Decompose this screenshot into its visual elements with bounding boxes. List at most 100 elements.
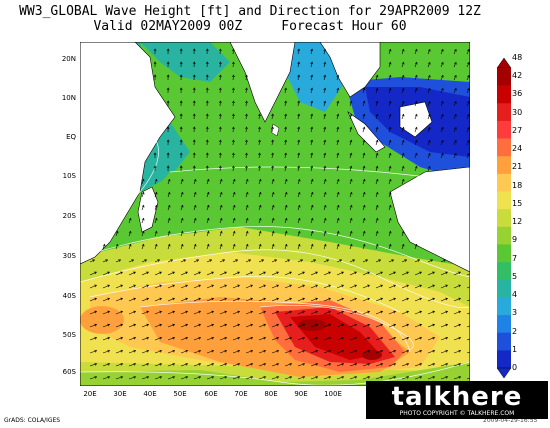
- wave-arrow-head: [120, 271, 123, 275]
- wave-arrow-shaft: [284, 324, 292, 328]
- wave-arrow-shaft: [375, 324, 383, 328]
- wave-arrow-head: [388, 113, 392, 117]
- wave-arrow-head: [432, 362, 436, 366]
- colorbar-swatch: [497, 103, 511, 122]
- wave-arrow-head: [258, 178, 262, 182]
- wave-arrow-head: [362, 204, 366, 208]
- wave-arrow-shaft: [232, 271, 240, 276]
- wave-arrow-head: [323, 230, 327, 234]
- wave-arrow-shaft: [206, 218, 209, 224]
- wave-arrow-head: [219, 204, 223, 208]
- wave-arrow-shaft: [323, 179, 326, 185]
- wave-arrow-head: [401, 243, 405, 247]
- wave-arrow-shaft: [193, 376, 201, 380]
- wave-arrow-shaft: [362, 298, 370, 302]
- wave-arrow-head: [406, 297, 410, 301]
- wave-arrow-shaft: [323, 205, 326, 211]
- wave-arrow-head: [133, 323, 137, 327]
- wave-arrow-shaft: [271, 179, 274, 185]
- wave-arrow-shaft: [349, 153, 352, 159]
- wave-arrow-head: [120, 362, 124, 366]
- wave-arrow-head: [205, 87, 209, 91]
- wave-arrow-shaft: [414, 271, 422, 276]
- wave-arrow-shaft: [466, 338, 470, 341]
- wave-arrow-head: [401, 74, 405, 78]
- wave-arrow-shaft: [297, 231, 300, 237]
- wave-arrow-head: [218, 61, 222, 65]
- wave-arrow-shaft: [232, 244, 235, 250]
- wave-arrow-head: [328, 297, 332, 301]
- wave-arrow-head: [388, 204, 392, 208]
- wave-arrow-head: [297, 61, 301, 65]
- wave-arrow-shaft: [388, 205, 391, 211]
- wave-arrow-head: [419, 362, 423, 366]
- wave-arrow-head: [250, 297, 254, 301]
- wave-arrow-head: [362, 126, 366, 130]
- wave-arrow-shaft: [323, 62, 326, 68]
- wave-arrow-shaft: [453, 337, 461, 341]
- wave-arrow-shaft: [219, 350, 227, 354]
- wave-arrow-head: [289, 362, 293, 366]
- wave-arrow-shaft: [284, 205, 287, 211]
- wave-arrow-head: [153, 165, 157, 169]
- wave-direction-arrows: [89, 48, 470, 380]
- wave-arrow-shaft: [388, 218, 391, 224]
- wave-arrow-shaft: [297, 205, 300, 211]
- wave-arrow-shaft: [232, 337, 240, 341]
- wave-arrow-head: [271, 152, 274, 156]
- wave-arrow-head: [388, 61, 392, 65]
- wave-arrow-head: [349, 152, 353, 156]
- wave-arrow-head: [289, 297, 293, 301]
- wave-arrow-head: [419, 349, 423, 353]
- wave-arrow-shaft: [284, 218, 287, 224]
- wave-arrow-head: [211, 362, 215, 366]
- wave-arrow-head: [94, 362, 98, 366]
- wave-arrow-shaft: [193, 218, 196, 224]
- wave-arrow-shaft: [401, 127, 404, 133]
- wave-arrow-head: [144, 259, 148, 262]
- wave-arrow-shaft: [128, 244, 131, 250]
- wave-arrow-shaft: [206, 244, 209, 250]
- wave-arrow-shaft: [245, 363, 253, 367]
- wave-arrow-head: [414, 74, 418, 78]
- wave-arrow-head: [284, 165, 287, 169]
- wave-arrow-shaft: [349, 205, 352, 211]
- lat-label: 30S: [62, 252, 76, 260]
- wave-arrow-shaft: [388, 244, 391, 250]
- wave-arrow-shaft: [245, 350, 253, 354]
- wave-arrow-shaft: [245, 231, 248, 237]
- wave-arrow-head: [401, 126, 405, 130]
- wave-arrow-shaft: [206, 376, 214, 380]
- wave-arrow-shaft: [310, 244, 313, 250]
- wave-arrow-shaft: [362, 114, 365, 120]
- wave-arrow-head: [245, 139, 248, 143]
- wave-arrow-shaft: [141, 179, 144, 185]
- wave-arrow-head: [180, 230, 184, 234]
- wave-arrow-head: [154, 191, 158, 195]
- wave-arrow-shaft: [271, 153, 274, 159]
- wave-arrow-shaft: [349, 363, 357, 367]
- wave-arrow-shaft: [154, 311, 162, 315]
- wave-arrow-head: [380, 336, 384, 340]
- wave-arrow-head: [289, 323, 293, 327]
- wave-arrow-shaft: [349, 376, 357, 380]
- wave-arrow-shaft: [362, 244, 365, 250]
- wave-arrow-shaft: [271, 114, 274, 120]
- wave-arrow-shaft: [336, 192, 339, 198]
- wave-arrow-head: [245, 152, 248, 156]
- wave-arrow-shaft: [193, 324, 201, 328]
- wave-arrow-shaft: [297, 311, 305, 315]
- wave-arrow-shaft: [258, 244, 261, 250]
- wave-arrow-head: [362, 217, 366, 221]
- wave-arrow-shaft: [466, 88, 470, 94]
- wave-arrow-head: [159, 297, 163, 301]
- wave-arrow-head: [198, 349, 202, 353]
- wave-arrow-head: [258, 152, 261, 156]
- wave-arrow-shaft: [284, 271, 292, 276]
- wave-arrow-shaft: [102, 376, 110, 380]
- wave-arrow-head: [328, 349, 332, 353]
- lat-label: 10S: [62, 172, 76, 180]
- wave-arrow-shaft: [219, 113, 221, 120]
- wave-arrow-head: [388, 74, 392, 78]
- wave-arrow-shaft: [245, 298, 253, 302]
